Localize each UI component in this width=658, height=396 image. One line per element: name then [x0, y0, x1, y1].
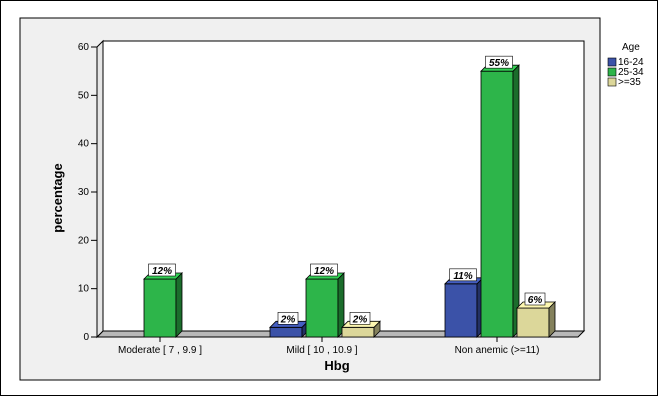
- y-tick-label: 50: [78, 90, 90, 101]
- data-label-box: [349, 312, 371, 325]
- legend-label: >=35: [618, 77, 641, 88]
- data-label-box: [485, 55, 513, 69]
- data-label: 12%: [152, 266, 172, 277]
- data-label-box: [449, 268, 477, 282]
- legend-label: 16-24: [618, 57, 644, 68]
- data-label: 11%: [453, 271, 472, 282]
- legend-title: Age: [622, 42, 640, 53]
- category-labels: Moderate [ 7 , 9.9 ] Mild [ 10 , 10.9 ] No…: [118, 337, 539, 356]
- data-label-box: [148, 263, 176, 277]
- bar: [444, 276, 484, 338]
- y-tick-label: 60: [78, 42, 90, 53]
- data-label-box: [310, 263, 338, 277]
- data-label-box: [524, 292, 546, 306]
- data-label: 2%: [280, 314, 296, 325]
- data-labels: 12% 2% 12% 2% 11% 55% 6%: [148, 55, 546, 325]
- bar: [143, 272, 183, 338]
- data-label: 6%: [528, 295, 543, 306]
- plot-left-wall: [96, 39, 104, 339]
- legend-swatch: [607, 77, 617, 87]
- data-label: 12%: [314, 266, 334, 277]
- legend-swatch: [607, 67, 617, 77]
- bar-side: [175, 272, 183, 338]
- y-tick-label: 30: [78, 187, 90, 198]
- bar-front: [341, 326, 375, 338]
- legend-swatch: [607, 57, 617, 67]
- bar: [516, 301, 556, 338]
- bars: [143, 64, 556, 338]
- y-axis-title: percentage: [50, 163, 65, 232]
- y-tick-label: 20: [78, 235, 90, 246]
- bar-front: [143, 278, 177, 338]
- y-tick-label: 0: [83, 332, 89, 343]
- bar-front: [269, 326, 303, 338]
- category-label: Mild [ 10 , 10.9 ]: [286, 345, 357, 356]
- bar-front: [480, 70, 514, 338]
- data-label: 2%: [352, 314, 368, 325]
- data-label-box: [277, 312, 299, 325]
- bar-side: [512, 64, 520, 338]
- category-label: Non anemic (>=11): [455, 345, 540, 356]
- y-tick-label: 10: [78, 284, 90, 295]
- x-axis-title: Hbg: [324, 358, 349, 373]
- legend-label: 25-34: [618, 67, 644, 78]
- y-tick-label: 40: [78, 139, 90, 150]
- bar: [305, 272, 345, 338]
- data-label: 55%: [489, 58, 509, 69]
- bar-front: [516, 307, 550, 338]
- bar-front: [305, 278, 339, 338]
- bar: [480, 64, 520, 338]
- bar-front: [444, 283, 478, 338]
- category-label: Moderate [ 7 , 9.9 ]: [118, 345, 202, 356]
